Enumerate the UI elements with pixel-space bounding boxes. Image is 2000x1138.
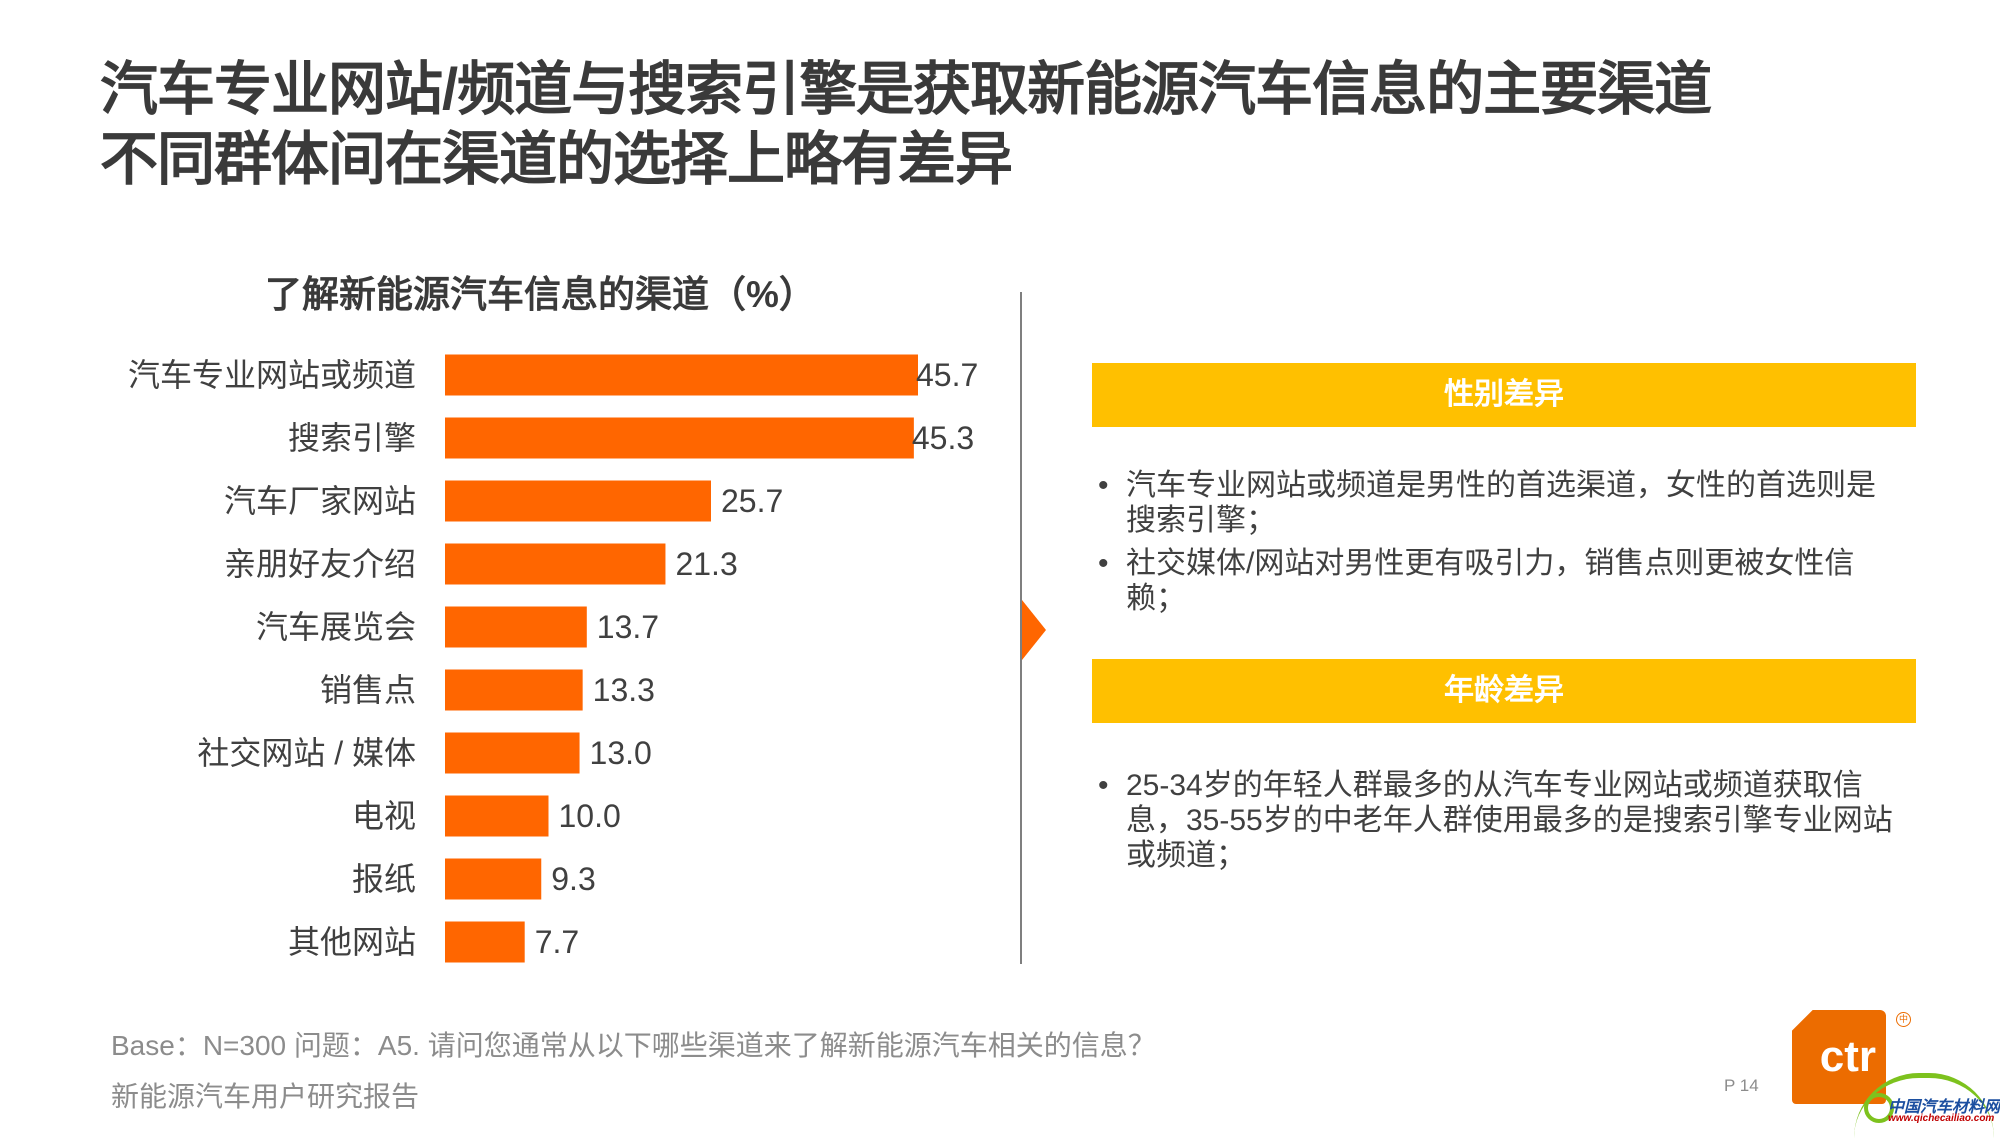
value-label: 13.0: [590, 735, 652, 771]
page-number: P 14: [1724, 1076, 1759, 1095]
value-label: 45.3: [912, 420, 974, 456]
logo-text: ctr: [1819, 1032, 1876, 1081]
watermark-arc: [1854, 1073, 1994, 1138]
bar: [445, 354, 918, 396]
bullet-item: • 汽车专业网站或频道是男性的首选渠道，女性的首选则是搜索引擎；: [1098, 468, 1898, 538]
category-label: 汽车专业网站或频道: [128, 357, 416, 393]
arrow-right-icon: [1022, 600, 1046, 660]
bullet-icon: •: [1098, 469, 1109, 502]
value-label: 9.3: [551, 861, 595, 897]
bar: [445, 480, 711, 522]
value-label: 10.0: [559, 798, 621, 834]
bullet-text: 汽车专业网站或频道是男性的首选渠道，女性的首选则是搜索引擎；: [1126, 469, 1876, 537]
bar: [445, 858, 542, 900]
value-label: 25.7: [721, 483, 783, 519]
category-label: 亲朋好友介绍: [224, 546, 416, 582]
page-title: 汽车专业网站/频道与搜索引擎是获取新能源汽车信息的主要渠道 不同群体间在渠道的选…: [100, 55, 1712, 195]
age-difference-heading: 年龄差异: [1092, 659, 1916, 723]
value-label: 13.3: [593, 672, 655, 708]
bar: [445, 921, 525, 963]
gender-difference-heading: 性别差异: [1092, 363, 1916, 427]
age-bullets: • 25-34岁的年轻人群最多的从汽车专业网站或频道获取信息，35-55岁的中老年…: [1098, 768, 1898, 881]
registered-mark-icon: 中: [1896, 1012, 1911, 1027]
bar: [445, 669, 583, 711]
footer-report-name: 新能源汽车用户研究报告: [111, 1081, 420, 1112]
divider: [1020, 292, 1022, 964]
category-label: 报纸: [352, 861, 416, 897]
footer-base-note: Base：N=300 问题：A5. 请问您通常从以下哪些渠道来了解新能源汽车相关…: [111, 1030, 1156, 1061]
watermark-cn: 中国汽车材料网: [1888, 1099, 2000, 1116]
bar: [445, 417, 914, 459]
bar: [445, 543, 666, 585]
chart-title: 了解新能源汽车信息的渠道（%）: [265, 274, 816, 315]
bar: [445, 606, 587, 648]
value-label: 13.7: [597, 609, 659, 645]
watermark-url: www.qichecailiao.com: [1888, 1113, 1995, 1124]
category-label: 汽车厂家网站: [224, 483, 416, 519]
ctr-logo: ctr: [1792, 1010, 1886, 1104]
category-label: 社交网站 / 媒体: [197, 735, 416, 771]
bar: [445, 795, 549, 837]
category-label: 其他网站: [288, 924, 416, 960]
title-line-1: 汽车专业网站/频道与搜索引擎是获取新能源汽车信息的主要渠道: [100, 57, 1712, 122]
value-label: 21.3: [675, 546, 737, 582]
bullet-icon: •: [1098, 547, 1109, 580]
bar: [445, 732, 580, 774]
bullet-text: 社交媒体/网站对男性更有吸引力，销售点则更被女性信赖；: [1126, 547, 1855, 615]
watermark: 中国汽车材料网 www.qichecailiao.com: [1850, 1065, 2000, 1125]
bullet-item: • 25-34岁的年轻人群最多的从汽车专业网站或频道获取信息，35-55岁的中老年…: [1098, 768, 1898, 873]
value-label: 7.7: [535, 924, 579, 960]
gender-bullets: • 汽车专业网站或频道是男性的首选渠道，女性的首选则是搜索引擎； • 社交媒体/网站…: [1098, 468, 1898, 624]
category-label: 销售点: [320, 672, 416, 708]
category-label: 搜索引擎: [288, 420, 416, 456]
title-line-2: 不同群体间在渠道的选择上略有差异: [100, 127, 1013, 192]
watermark-q-icon: [1864, 1093, 1894, 1123]
bullet-text: 25-34岁的年轻人群最多的从汽车专业网站或频道获取信息，35-55岁的中老年人…: [1126, 769, 1893, 872]
value-label: 45.7: [916, 357, 978, 393]
bullet-icon: •: [1098, 769, 1109, 802]
bar-chart: 汽车专业网站或频道 45.7 搜索引擎 45.3 汽车厂家网站 25.7 亲朋好友介绍 21.…: [128, 354, 978, 963]
category-label: 汽车展览会: [256, 609, 416, 645]
bullet-item: • 社交媒体/网站对男性更有吸引力，销售点则更被女性信赖；: [1098, 546, 1898, 616]
category-label: 电视: [352, 798, 416, 834]
